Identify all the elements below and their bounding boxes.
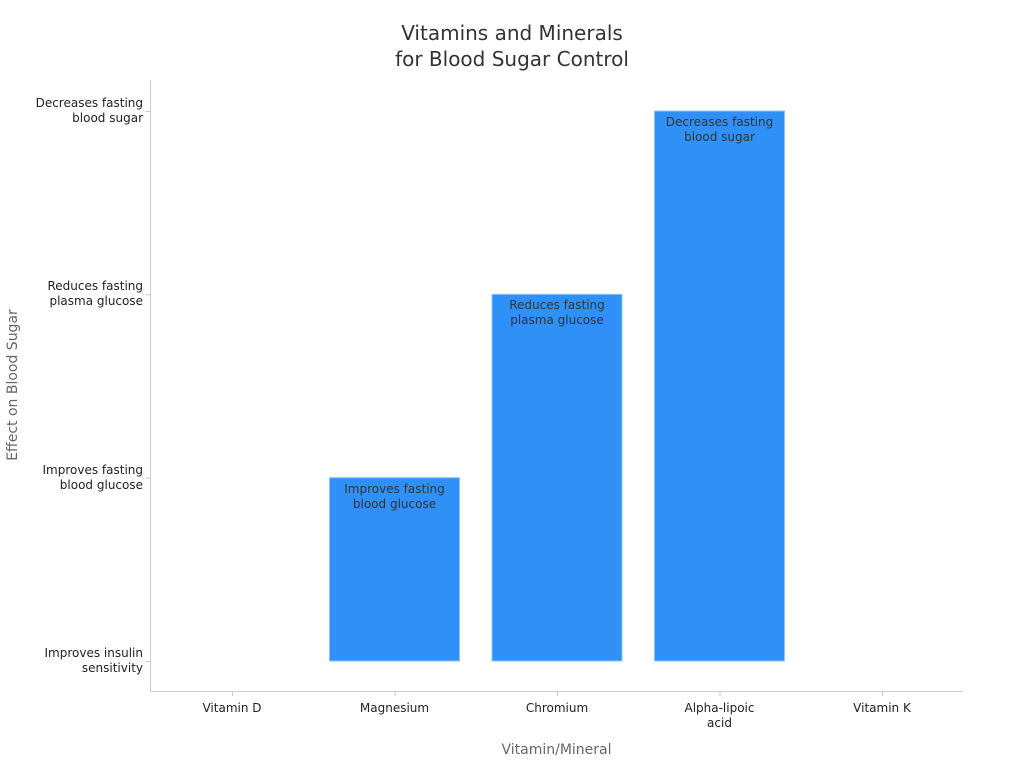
bar-data-label: Decreases fasting blood sugar xyxy=(665,115,774,144)
x-axis-label: Vitamin/Mineral xyxy=(501,742,612,758)
y-tick-label: Improves fasting blood glucose xyxy=(42,462,144,492)
y-tick-label: Reduces fasting plasma glucose xyxy=(47,279,143,309)
y-axis-label: Effect on Blood Sugar xyxy=(5,309,21,461)
chart-title: Vitamins and Minerals for Blood Sugar Co… xyxy=(395,21,629,71)
bar xyxy=(329,477,460,662)
bar-data-label: Reduces fasting plasma glucose xyxy=(509,298,605,328)
x-tick-label: Chromium xyxy=(525,701,589,715)
x-tick-label: Magnesium xyxy=(359,701,430,715)
bar xyxy=(491,293,623,662)
bar-data-label: Improves fasting blood glucose xyxy=(344,481,445,511)
y-tick-label: Decreases fasting blood sugar xyxy=(35,96,143,125)
bar xyxy=(654,110,785,662)
y-tick-label: Improves insulin sensitivity xyxy=(44,646,143,675)
x-tick-label: Alpha-lipoic acid xyxy=(684,701,755,730)
x-tick-label: Vitamin D xyxy=(202,701,262,715)
x-tick-label: Vitamin K xyxy=(853,701,911,715)
